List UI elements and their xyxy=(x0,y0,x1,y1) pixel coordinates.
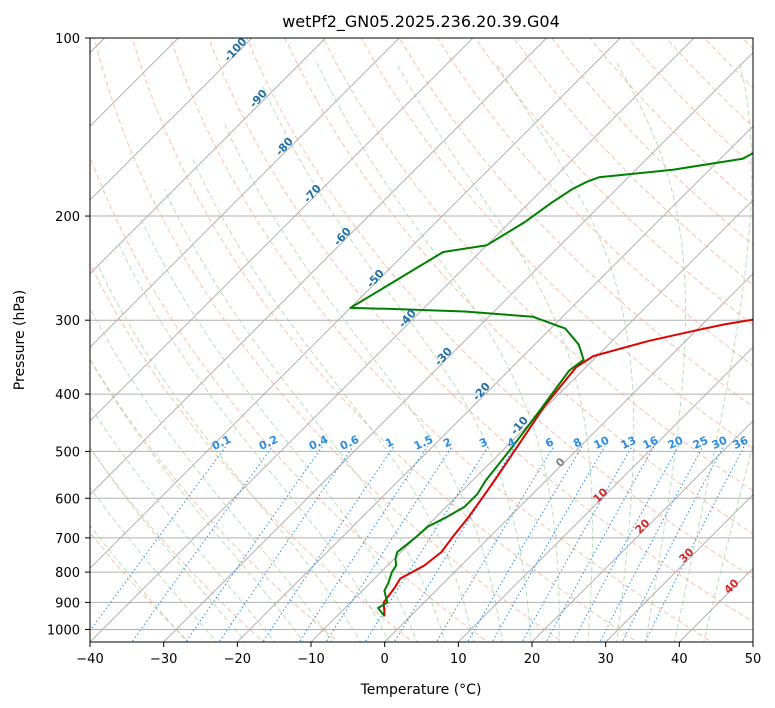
x-tick-label: −10 xyxy=(297,652,324,667)
mixing-ratio-label: 13 xyxy=(619,434,638,452)
mixing-ratio-line xyxy=(599,445,704,642)
isotherm-line xyxy=(310,199,753,642)
y-tick-label: 200 xyxy=(55,210,80,225)
dry-adiabat-line xyxy=(90,155,489,642)
thermo-grid xyxy=(90,38,753,642)
profile-lines xyxy=(349,151,753,617)
chart-title: wetPf2_GN05.2025.236.20.39.G04 xyxy=(282,12,560,32)
x-tick-label: −40 xyxy=(76,652,103,667)
x-axis-ticks: −40 −30 −20 −10 0 10 20 30 40 50 xyxy=(76,642,761,667)
dry-adiabat-line xyxy=(398,38,753,408)
dry-adiabat-line xyxy=(90,263,414,642)
isotherm-line xyxy=(90,38,548,496)
mixing-ratio-line xyxy=(185,445,324,642)
mixing-ratio-line xyxy=(435,445,555,642)
moist-adiabat-line xyxy=(674,62,753,642)
isotherm-line xyxy=(162,51,753,642)
y-tick-label: 600 xyxy=(55,492,80,507)
x-tick-label: 50 xyxy=(745,652,762,667)
moist-adiabat-line xyxy=(90,404,276,642)
isoline-labels: -100-90-80-70-60-50-40-30-20-10010203040… xyxy=(210,35,751,597)
isotherm-line xyxy=(236,125,753,642)
mixing-ratio-label: 10 xyxy=(592,434,612,452)
dry-adiabat-line xyxy=(322,38,753,492)
mixing-ratio-line xyxy=(90,445,227,632)
mixing-ratio-label: 25 xyxy=(691,434,710,452)
x-tick-label: 0 xyxy=(381,652,389,667)
dry-adiabat-line xyxy=(170,38,713,642)
isotherm-line xyxy=(383,272,753,642)
dry-adiabat-line xyxy=(90,531,190,642)
y-tick-label: 500 xyxy=(55,445,80,460)
moist-adiabat-line xyxy=(495,62,635,642)
isotherm-line xyxy=(457,346,753,642)
moist-adiabat-line xyxy=(90,307,333,642)
moist-adiabat-line xyxy=(90,358,305,642)
y-tick-label: 400 xyxy=(55,388,80,403)
moist-adiabat-line xyxy=(163,188,447,642)
x-tick-label: 40 xyxy=(671,652,688,667)
moist-adiabat-line xyxy=(191,158,475,642)
moist-adiabat-line xyxy=(395,62,593,642)
x-tick-label: 30 xyxy=(597,652,614,667)
isotherm-line xyxy=(90,38,695,642)
x-tick-label: 10 xyxy=(450,652,467,667)
moist-adiabat-line xyxy=(616,62,687,642)
mixing-ratio-label: 20 xyxy=(666,434,686,452)
y-tick-label: 700 xyxy=(55,532,80,547)
x-tick-label: 20 xyxy=(524,652,541,667)
mixing-ratio-line xyxy=(466,445,583,642)
y-tick-label: 900 xyxy=(55,596,80,611)
y-axis-label: Pressure (hPa) xyxy=(12,290,28,390)
dry-adiabat-line xyxy=(246,38,753,578)
isotherm-line xyxy=(90,38,400,348)
y-tick-label: 100 xyxy=(55,32,80,47)
mixing-ratio-line xyxy=(364,445,489,642)
moist-adiabat-line xyxy=(90,447,247,642)
x-axis-label: Temperature (°C) xyxy=(360,682,482,698)
mixing-ratio-line xyxy=(262,445,395,642)
moist-adiabat-line xyxy=(316,62,560,642)
dry-adiabat-line xyxy=(284,38,753,535)
mixing-ratio-line xyxy=(325,445,453,642)
dry-adiabat-line xyxy=(93,38,564,642)
mixing-ratio-label: 36 xyxy=(731,434,751,452)
mixing-ratio-line xyxy=(572,445,679,642)
x-tick-label: −20 xyxy=(224,652,251,667)
mixing-ratio-line xyxy=(491,445,606,642)
moist-adiabat-line xyxy=(224,124,503,642)
mixing-ratio-line xyxy=(298,445,429,642)
moist-adiabat-line xyxy=(90,486,218,642)
isotherm-line xyxy=(604,493,753,642)
y-axis-ticks: 100 200 300 400 500 600 700 800 900 1000 xyxy=(47,32,90,638)
isotherm-line xyxy=(90,38,474,422)
mixing-ratio-label: 16 xyxy=(641,434,661,452)
y-tick-label: 300 xyxy=(55,314,80,329)
moist-adiabat-line xyxy=(703,442,753,642)
dry-adiabat-line xyxy=(436,38,753,367)
y-tick-label: 1000 xyxy=(47,623,80,638)
isotherm-line xyxy=(90,38,179,127)
dry-adiabat-line xyxy=(208,38,753,623)
isotherm-line xyxy=(90,38,253,201)
y-tick-label: 800 xyxy=(55,566,80,581)
mixing-ratio-line xyxy=(218,445,354,642)
temperature-profile-line xyxy=(382,318,753,617)
isotherm-line xyxy=(90,38,621,569)
dry-adiabat-line xyxy=(90,358,339,642)
dewpoint-profile-line xyxy=(349,151,753,617)
isotherm-line xyxy=(90,38,327,275)
moist-adiabat-line xyxy=(138,215,418,642)
moist-adiabat-line xyxy=(261,84,532,642)
plot-frame xyxy=(89,37,754,643)
mixing-ratio-label: 30 xyxy=(710,434,730,452)
dry-adiabat-line xyxy=(131,38,638,642)
mixing-ratio-line xyxy=(393,445,516,642)
x-tick-label: −30 xyxy=(150,652,177,667)
